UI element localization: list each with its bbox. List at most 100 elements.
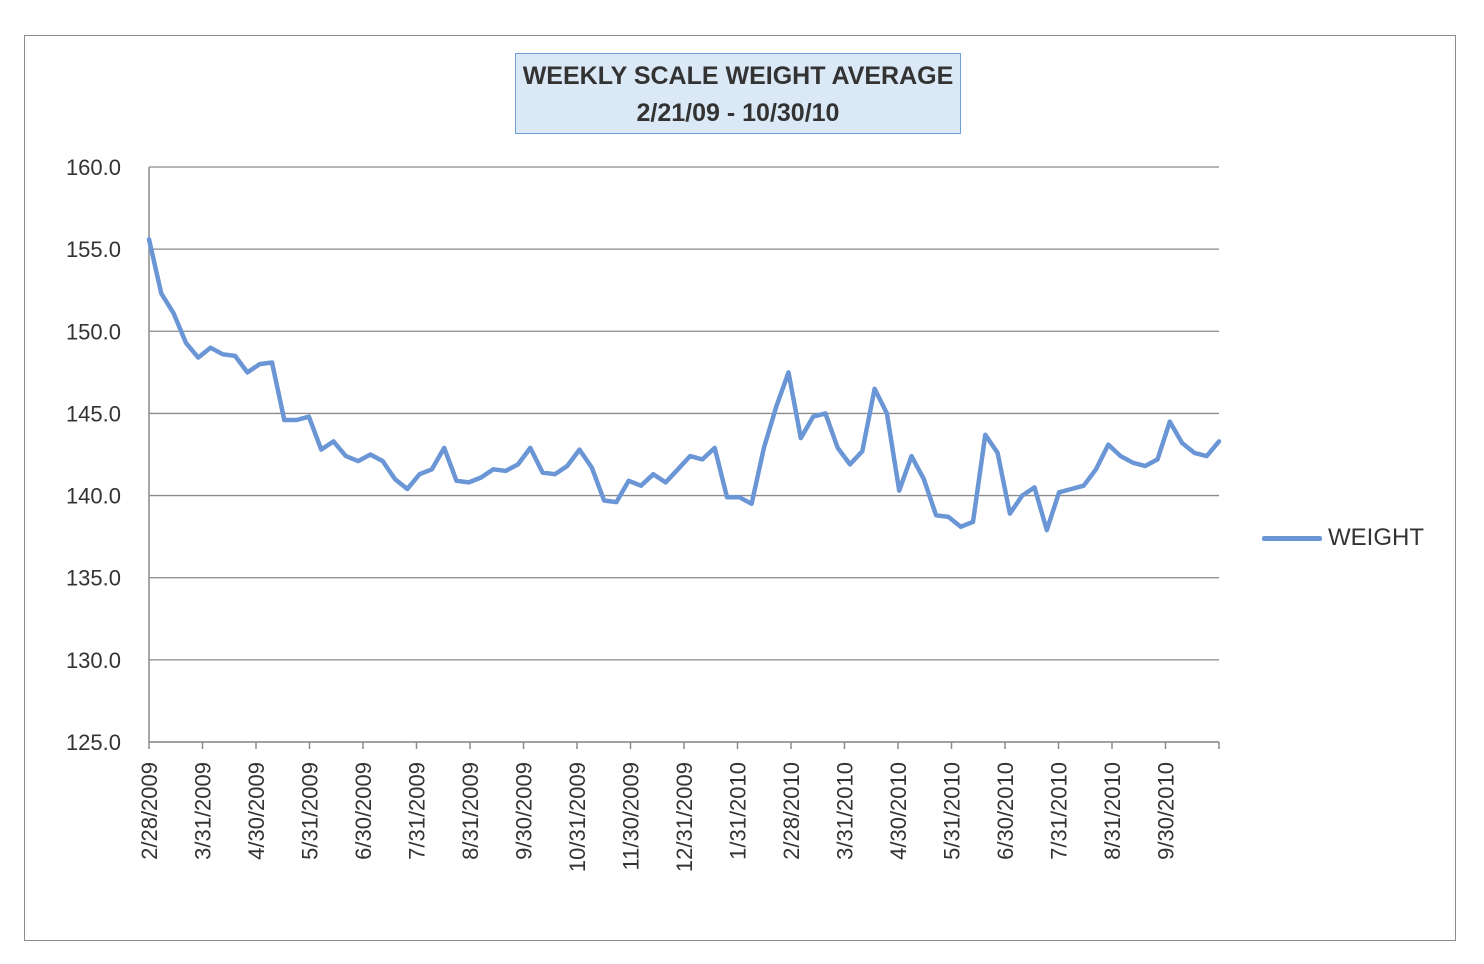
data-point-weight [959,525,963,529]
data-point-weight [737,495,741,499]
x-tick-label: 2/28/2009 [137,762,162,860]
data-point-weight [996,451,1000,455]
data-point-weight [602,499,606,503]
data-point-weight [184,341,188,345]
data-point-weight [983,433,987,437]
y-tick-label: 140.0 [66,484,121,509]
x-tick-label: 8/31/2010 [1100,762,1125,860]
data-point-weight [1217,439,1221,443]
series-weight [146,237,1222,533]
data-point-weight [664,480,668,484]
x-tick-label: 3/31/2010 [833,762,858,860]
data-point-weight [528,446,532,450]
data-point-weight [922,477,926,481]
data-point-weight [393,477,397,481]
x-tick-label: 12/31/2009 [672,762,697,872]
x-tick-label: 5/31/2009 [298,762,323,860]
data-point-weight [405,487,409,491]
data-point-weight [221,352,225,356]
data-point-weight [1057,490,1061,494]
chart-frame [24,35,1456,941]
data-point-weight [1045,528,1049,532]
data-point-weight [1156,457,1160,461]
data-point-weight [1119,454,1123,458]
data-point-weight [368,453,372,457]
data-point-weight [651,472,655,476]
data-point-weight [147,237,151,241]
y-tick-label: 160.0 [66,155,121,180]
data-point-weight [553,472,557,476]
data-point-weight [577,448,581,452]
chart-title-box: WEEKLY SCALE WEIGHT AVERAGE 2/21/09 - 10… [515,53,961,134]
data-point-weight [295,418,299,422]
chart-title: WEEKLY SCALE WEIGHT AVERAGE [522,62,954,90]
data-point-weight [1205,454,1209,458]
data-point-weight [1069,487,1073,491]
data-point-weight [356,459,360,463]
series-line-weight [146,237,1222,533]
data-point-weight [1143,464,1147,468]
x-tick-label: 3/31/2009 [191,762,216,860]
data-point-weight [442,446,446,450]
gridlines [149,166,1219,743]
data-point-weight [688,454,692,458]
data-point-weight [331,439,335,443]
data-point-weight [762,446,766,450]
legend: WEIGHT [1262,522,1424,554]
data-point-weight [479,476,483,480]
data-point-weight [282,418,286,422]
axes [148,167,1220,749]
data-point-weight [1094,467,1098,471]
data-point-weight [1106,443,1110,447]
y-tick-label: 125.0 [66,730,121,755]
x-tick-label: 8/31/2009 [458,762,483,860]
data-point-weight [750,502,754,506]
x-tick-label: 7/31/2010 [1047,762,1072,860]
data-point-weight [467,480,471,484]
legend-label-weight: WEIGHT [1328,524,1424,551]
data-point-weight [344,454,348,458]
data-point-weight [541,471,545,475]
data-point-weight [381,459,385,463]
data-point-weight [934,513,938,517]
x-tick-label: 4/30/2009 [244,762,269,860]
x-tick-label: 5/31/2010 [940,762,965,860]
data-point-weight [159,292,163,296]
data-point-weight [639,484,643,488]
data-point-weight [1082,484,1086,488]
data-point-weight [196,356,200,360]
data-point-weight [172,311,176,315]
data-point-weight [676,467,680,471]
data-point-weight [516,462,520,466]
x-tick-label: 1/31/2010 [726,762,751,860]
data-point-weight [270,361,274,365]
data-point-weight [1168,420,1172,424]
x-tick-label: 9/30/2010 [1154,762,1179,860]
data-point-weight [418,472,422,476]
data-point-weight [233,354,237,358]
data-point-weight [627,479,631,483]
data-point-weight [725,495,729,499]
data-point-weight [504,469,508,473]
x-tick-label: 6/30/2009 [351,762,376,860]
y-tick-label: 150.0 [66,319,121,344]
data-point-weight [823,411,827,415]
data-point-weight [971,520,975,524]
data-point-weight [1008,512,1012,516]
x-tick-label: 2/28/2010 [779,762,804,860]
data-point-weight [787,370,791,374]
x-tick-label: 7/31/2009 [405,762,430,860]
data-point-weight [774,405,778,409]
data-point-weight [860,449,864,453]
legend-swatch-weight [1262,535,1322,541]
data-point-weight [590,466,594,470]
data-point-weight [1180,441,1184,445]
data-point-weight [897,489,901,493]
x-tick-label: 6/30/2010 [993,762,1018,860]
data-point-weight [848,462,852,466]
data-point-weight [910,454,914,458]
data-point-weight [713,446,717,450]
data-point-weight [258,362,262,366]
data-point-weight [885,411,889,415]
